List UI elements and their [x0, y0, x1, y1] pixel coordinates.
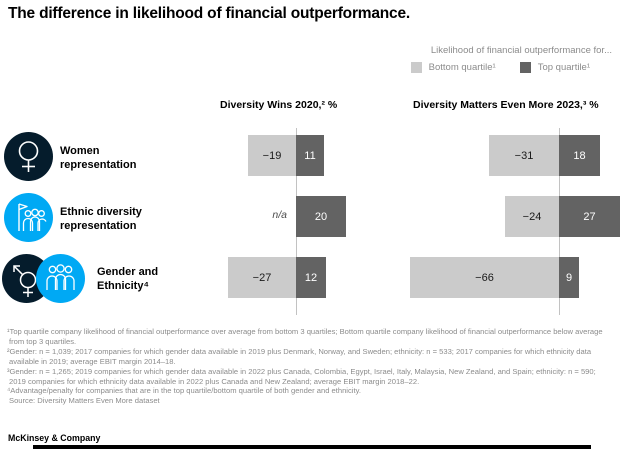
bar-top-quartile: 9: [559, 257, 579, 298]
footnote-1: ¹Top quartile company likelihood of fina…: [7, 327, 603, 346]
top-quartile-swatch-icon: [519, 62, 531, 73]
people-group-icon: [46, 264, 75, 290]
panel-title-2023: Diversity Matters Even More 2023,³ %: [413, 99, 599, 111]
bar-bottom-quartile: −27: [228, 257, 296, 298]
not-available-label: n/a: [272, 209, 287, 221]
legend-item-top-quartile: Top quartile¹: [519, 62, 590, 73]
women-circle: [4, 132, 53, 181]
brand-mckinsey: McKinsey & Company: [8, 433, 101, 443]
bar-bottom-quartile: −19: [248, 135, 296, 176]
bottom-quartile-swatch-icon: [410, 62, 422, 73]
bar-value-label: 27: [583, 210, 596, 223]
ethnicity-circle: [36, 254, 85, 303]
bottom-rule: [33, 445, 591, 449]
bar-top-quartile: 20: [296, 196, 346, 237]
panel-title-2020: Diversity Wins 2020,² %: [220, 99, 338, 111]
bar-value-label: −19: [262, 149, 282, 162]
footnote-3: ³Gender: n = 1,265; 2019 companies for w…: [7, 366, 596, 386]
bar-value-label: −31: [514, 149, 534, 162]
bar-top-quartile: 11: [296, 135, 324, 176]
row-label-women: Women representation: [60, 145, 137, 172]
footnote-4: ⁴Advantage/penalty for companies that ar…: [7, 386, 361, 396]
bar-bottom-quartile: −24: [505, 196, 559, 237]
bar-bottom-quartile: −66: [410, 257, 559, 298]
bar-value-label: 9: [565, 271, 573, 284]
female-symbol-icon: [18, 141, 39, 172]
legend-item-bottom-quartile: Bottom quartile¹: [410, 62, 496, 73]
bar-value-label: 12: [304, 271, 318, 284]
bar-value-label: −24: [522, 210, 542, 223]
legend-label: Bottom quartile¹: [428, 62, 496, 73]
gender-symbol-icon: [13, 265, 37, 297]
people-group-flag-icon: [18, 203, 47, 231]
row-label-ethnic-diversity: Ethnic diversity representation: [60, 206, 142, 233]
bar-top-quartile: 18: [559, 135, 600, 176]
bar-top-quartile: 12: [296, 257, 326, 298]
bar-value-label: 18: [573, 149, 586, 162]
source-line: Source: Diversity Matters Even More data…: [9, 396, 160, 406]
bar-value-label: 11: [304, 149, 316, 162]
bar-value-label: −66: [475, 271, 494, 284]
bar-top-quartile: 27: [559, 196, 620, 237]
footnote-2: ²Gender: n = 1,039; 2017 companies for w…: [7, 346, 592, 366]
footnotes: ¹Top quartile company likelihood of fina…: [7, 327, 613, 406]
page-title: The difference in likelihood of financia…: [8, 5, 410, 22]
bar-value-label: 20: [314, 210, 328, 223]
legend-label: Top quartile¹: [537, 62, 590, 73]
bar-bottom-quartile: −31: [489, 135, 559, 176]
legend-caption: Likelihood of financial outperformance f…: [430, 45, 612, 56]
bar-value-label: −27: [252, 271, 272, 284]
row-label-gender-ethnicity: Gender and Ethnicity⁴: [97, 266, 159, 293]
ethnic-diversity-circle: [4, 193, 53, 242]
legend: Bottom quartile¹ Top quartile¹: [410, 62, 590, 73]
